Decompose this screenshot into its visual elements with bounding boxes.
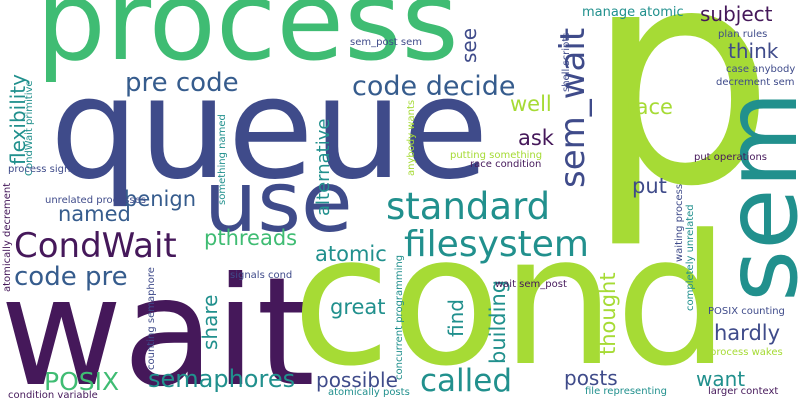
word-process-signals: process signals <box>8 164 85 175</box>
word-ask: ask <box>518 126 554 150</box>
word-anybody-wants: anybody wants <box>406 99 417 176</box>
word-pre-code: pre code <box>125 68 239 98</box>
word-find: find <box>444 299 468 337</box>
word-posix-counting: POSIX counting <box>708 306 785 317</box>
word-condition-variable: condition variable <box>8 390 98 400</box>
word-condwait-primitive: CondWait primitive <box>24 80 35 176</box>
word-code-pre: code pre <box>14 262 128 292</box>
word-sem: sem <box>703 90 800 302</box>
word-posix: POSIX <box>44 367 120 396</box>
word-thought: thought <box>596 272 620 355</box>
word-case-anybody: case anybody <box>726 64 796 75</box>
word-concurrent-programming: concurrent programming <box>394 254 405 380</box>
word-wait-sem-post: wait sem_post <box>495 279 567 290</box>
word-file-representing: file representing <box>585 386 667 397</box>
word-share: share <box>198 294 222 350</box>
word-put: put <box>632 174 667 198</box>
word-process: process <box>36 0 459 85</box>
word-atomically-posts: atomically posts <box>328 387 410 398</box>
word-signals-cond: signals cond <box>230 270 293 281</box>
word-wait: wait <box>0 246 316 400</box>
word-p: p <box>585 0 776 252</box>
word-subject: subject <box>700 2 773 26</box>
word-use: use <box>204 153 353 251</box>
word-see: see <box>457 27 481 63</box>
word-filesystem: filesystem <box>404 224 589 265</box>
word-shell-scripts: shell scripts <box>561 32 572 92</box>
word-benign: benign <box>124 187 197 211</box>
word-semaphores: semaphores <box>148 365 296 393</box>
word-possible: possible <box>316 368 398 392</box>
word-cond: cond <box>292 197 730 400</box>
word-process-wakes: process wakes <box>710 347 783 358</box>
word-waiting-process: waiting process <box>674 183 685 262</box>
word-called: called <box>420 363 513 399</box>
word-well: well <box>510 92 552 116</box>
word-alternative: alternative <box>313 118 334 216</box>
word-code-decide: code decide <box>352 71 516 102</box>
word-great: great <box>330 295 386 319</box>
word-condwait: CondWait <box>14 226 177 266</box>
word-queue: queue <box>50 48 489 211</box>
word-putting-something: putting something <box>450 150 543 161</box>
word-want: want <box>696 367 746 391</box>
word-completely-unrelated: completely unrelated <box>685 204 696 311</box>
word-race-condition: race condition <box>470 159 542 170</box>
word-sem-post-sem: sem_post sem <box>350 37 422 48</box>
word-hardly: hardly <box>714 321 781 345</box>
word-named: named <box>58 202 131 226</box>
word-something-named: something named <box>217 114 228 205</box>
word-atomically-decrement: atomically decrement <box>2 182 13 292</box>
word-manage-atomic: manage atomic <box>582 5 684 20</box>
word-atomic: atomic <box>315 242 387 266</box>
word-put-operations: put operations <box>694 152 768 163</box>
word-think: think <box>728 39 779 63</box>
word-larger-context: larger context <box>708 386 779 397</box>
word-counting-semaphore: counting semaphore <box>146 267 157 370</box>
word-pthreads: pthreads <box>204 226 298 250</box>
word-unrelated-processes: unrelated processes <box>45 195 147 206</box>
word-plan-rules: plan rules <box>718 29 768 40</box>
word-race: race <box>627 95 673 119</box>
word-standard: standard <box>386 185 551 228</box>
word-building: building <box>486 279 510 364</box>
word-posts: posts <box>564 366 618 390</box>
word-decrement-sem: decrement sem <box>716 77 795 88</box>
